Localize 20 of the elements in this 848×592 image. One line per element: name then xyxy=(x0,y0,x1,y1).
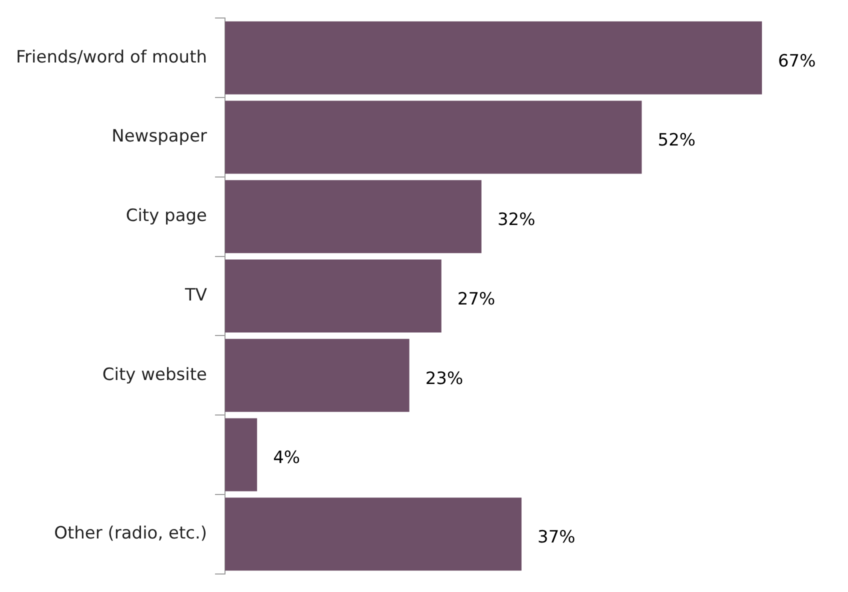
bar xyxy=(225,498,522,571)
y-tick-label: Other (radio, etc.) xyxy=(54,524,208,544)
y-tick-label: Newspaper xyxy=(112,126,208,147)
bar xyxy=(225,180,482,254)
data-label: 27% xyxy=(457,289,496,310)
bar xyxy=(225,338,410,412)
data-label: 67% xyxy=(778,51,816,72)
bar xyxy=(225,100,642,174)
y-tick-label: City page xyxy=(126,206,208,226)
data-label: 4% xyxy=(273,448,300,468)
data-label: 52% xyxy=(658,130,696,151)
data-label: 32% xyxy=(497,210,536,230)
data-label: 37% xyxy=(538,528,576,548)
bar xyxy=(225,21,762,94)
y-tick-label: TV xyxy=(184,285,208,306)
y-tick-label: City website xyxy=(102,364,208,385)
bar xyxy=(225,418,258,492)
bar xyxy=(225,259,442,333)
data-label: 23% xyxy=(425,368,464,389)
y-tick-label: Friends/word of mouth xyxy=(16,47,208,68)
